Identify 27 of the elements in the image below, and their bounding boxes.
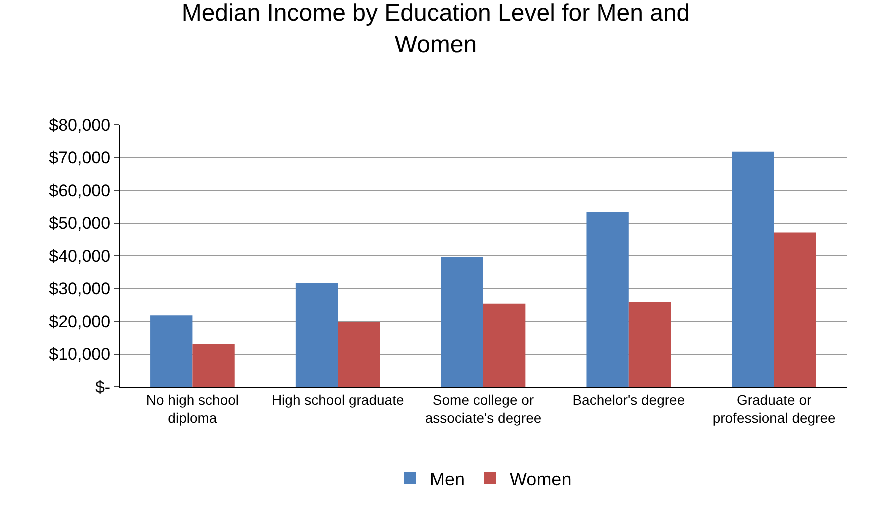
bar <box>628 302 672 387</box>
bar <box>441 257 484 387</box>
y-tick-label: $50,000 <box>49 214 111 234</box>
y-tick-label: $20,000 <box>49 312 111 332</box>
y-tick-label: $80,000 <box>49 116 111 135</box>
bar <box>586 212 629 387</box>
legend-label: Women <box>510 470 572 490</box>
legend-label: Men <box>430 470 466 490</box>
chart-title: Median Income by Education Level for Men and Women <box>182 0 690 58</box>
x-tick-label: High school graduate <box>272 392 404 408</box>
bar <box>484 304 526 387</box>
bar <box>296 283 338 387</box>
bar <box>150 316 193 387</box>
x-tick-label: Bachelor's degree <box>572 392 686 408</box>
bar <box>774 232 816 387</box>
bar <box>732 152 774 387</box>
bar <box>192 344 235 387</box>
x-tick-label: Graduate or professional degree <box>712 392 836 426</box>
y-tick-label: $- <box>95 378 111 397</box>
y-tick-label: $70,000 <box>49 148 111 168</box>
y-tick-label: $60,000 <box>49 181 111 200</box>
x-tick-label: No high school diploma <box>146 392 240 426</box>
y-tick-label: $40,000 <box>49 246 111 266</box>
y-tick-label: $10,000 <box>49 345 111 364</box>
x-tick-label: Some college or associate's degree <box>425 392 542 426</box>
bar <box>338 322 380 387</box>
y-tick-label: $30,000 <box>49 280 111 299</box>
